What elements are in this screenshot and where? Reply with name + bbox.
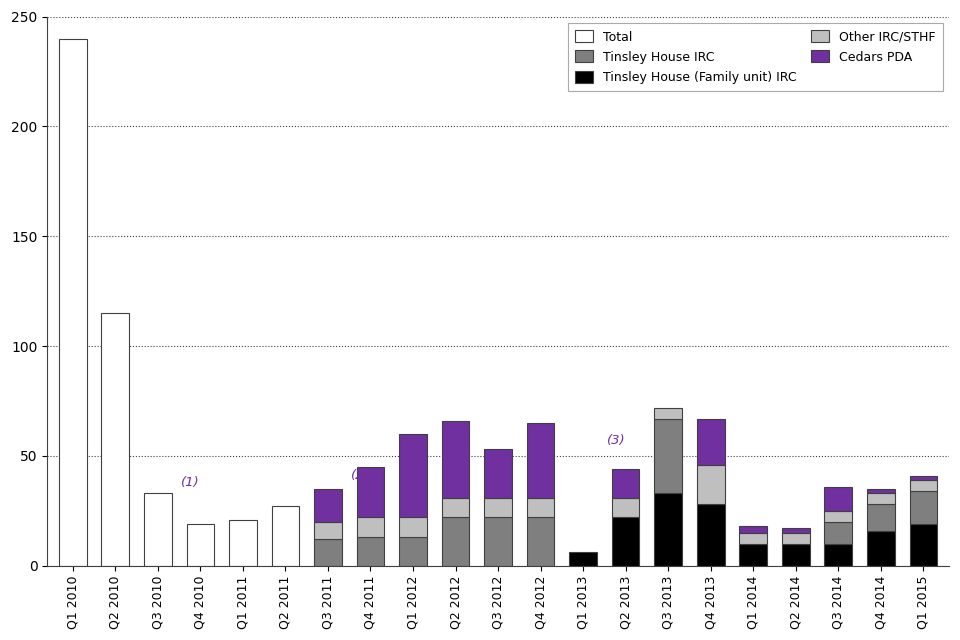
Bar bbox=[484, 449, 512, 497]
Bar bbox=[356, 467, 384, 517]
Bar bbox=[655, 419, 682, 493]
Text: (1): (1) bbox=[181, 476, 200, 489]
Bar bbox=[825, 544, 852, 566]
Bar bbox=[356, 517, 384, 537]
Bar bbox=[527, 423, 555, 497]
Bar bbox=[697, 504, 725, 566]
Bar bbox=[569, 552, 597, 566]
Bar bbox=[59, 38, 86, 566]
Bar bbox=[739, 526, 767, 532]
Bar bbox=[612, 469, 639, 497]
Bar bbox=[186, 524, 214, 566]
Bar bbox=[484, 517, 512, 566]
Bar bbox=[909, 480, 937, 491]
Bar bbox=[782, 532, 809, 544]
Bar bbox=[825, 522, 852, 544]
Bar bbox=[442, 420, 469, 497]
Bar bbox=[909, 524, 937, 566]
Bar bbox=[102, 313, 129, 566]
Bar bbox=[825, 486, 852, 511]
Bar bbox=[825, 511, 852, 522]
Bar bbox=[909, 476, 937, 480]
Bar bbox=[399, 434, 427, 517]
Text: (2): (2) bbox=[351, 469, 370, 482]
Bar bbox=[442, 497, 469, 517]
Bar bbox=[484, 497, 512, 517]
Bar bbox=[399, 537, 427, 566]
Bar bbox=[612, 497, 639, 517]
Bar bbox=[612, 517, 639, 566]
Legend: Total, Tinsley House IRC, Tinsley House (Family unit) IRC, Other IRC/STHF, Cedar: Total, Tinsley House IRC, Tinsley House … bbox=[567, 23, 943, 92]
Bar bbox=[867, 493, 895, 504]
Bar bbox=[909, 491, 937, 524]
Bar bbox=[527, 517, 555, 566]
Bar bbox=[782, 529, 809, 532]
Bar bbox=[314, 540, 342, 566]
Bar bbox=[314, 489, 342, 522]
Bar bbox=[697, 419, 725, 465]
Bar bbox=[867, 531, 895, 566]
Bar bbox=[527, 497, 555, 517]
Text: (3): (3) bbox=[607, 434, 625, 447]
Bar bbox=[867, 504, 895, 531]
Bar bbox=[399, 517, 427, 537]
Bar bbox=[867, 489, 895, 493]
Bar bbox=[272, 506, 300, 566]
Bar bbox=[144, 493, 172, 566]
Bar bbox=[739, 532, 767, 544]
Bar bbox=[655, 408, 682, 419]
Bar bbox=[314, 522, 342, 540]
Bar bbox=[356, 537, 384, 566]
Bar bbox=[782, 544, 809, 566]
Bar bbox=[229, 520, 256, 566]
Bar bbox=[697, 465, 725, 504]
Bar bbox=[655, 493, 682, 566]
Bar bbox=[739, 544, 767, 566]
Bar bbox=[442, 517, 469, 566]
